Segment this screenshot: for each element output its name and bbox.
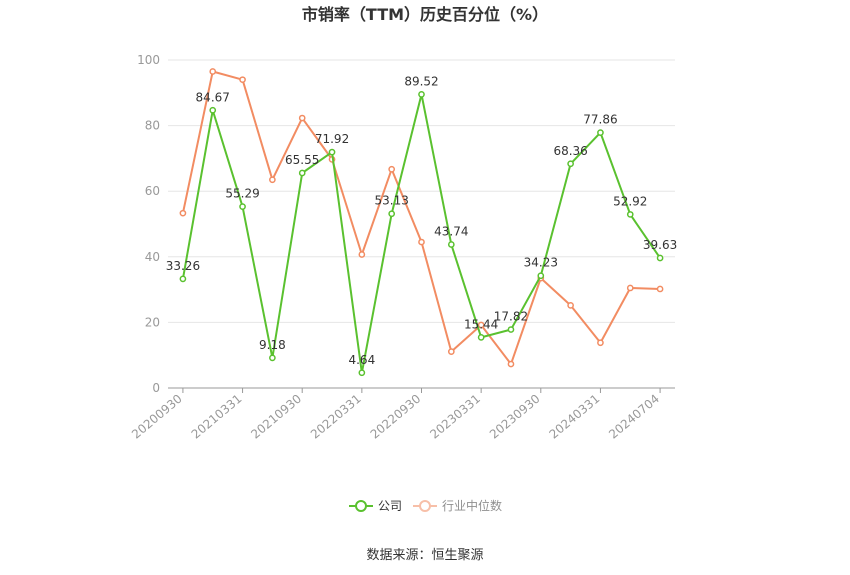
x-tick-label: 20240704	[606, 392, 662, 442]
company-point	[597, 129, 604, 136]
company-point	[447, 241, 455, 248]
y-tick-label: 80	[145, 119, 160, 133]
industry-median-point	[179, 209, 187, 217]
data-label: 89.52	[404, 74, 438, 88]
data-label: 34.23	[524, 256, 558, 270]
industry-median-point	[269, 176, 276, 184]
y-tick-label: 0	[152, 381, 160, 395]
x-tick-label: 20220331	[308, 392, 364, 442]
data-label: 68.36	[553, 144, 587, 158]
legend-marker	[355, 500, 367, 512]
x-tick-label: 20230930	[487, 392, 543, 442]
company-point	[626, 211, 634, 218]
x-tick-label: 20230331	[427, 392, 483, 442]
x-tick-label: 20200930	[129, 392, 185, 442]
industry-median-point	[358, 251, 366, 258]
industry-median-point	[239, 76, 246, 84]
x-tick-label: 20240331	[547, 392, 603, 442]
company-point	[477, 334, 485, 341]
data-label: 39.63	[643, 238, 677, 252]
x-axis: 20200930 20210331 20210930 20220331 20220930…	[129, 387, 675, 442]
data-label: 15.44	[464, 317, 498, 331]
x-tick-label: 20220930	[368, 392, 424, 442]
company-point	[537, 272, 545, 280]
y-tick-label: 60	[145, 184, 160, 198]
company-point	[209, 106, 217, 114]
data-labels: 33.26 84.67 55.29 9.18 65.55 71.92 4.64 53.13 89…	[166, 74, 678, 366]
data-label: 53.13	[374, 194, 408, 208]
data-label: 33.26	[166, 259, 200, 273]
company-point	[388, 210, 396, 218]
chart-title: 市销率（TTM）历史百分位（%）	[302, 5, 548, 24]
legend-item-industry-median[interactable]: 行业中位数	[413, 498, 502, 513]
legend[interactable]: 公司 行业中位数	[349, 498, 502, 513]
data-label: 17.82	[494, 310, 528, 324]
y-tick-label: 20	[145, 315, 160, 329]
industry-median-point	[597, 339, 604, 347]
company-point	[507, 326, 515, 333]
series-layer	[179, 68, 664, 377]
company-point	[358, 369, 366, 377]
legend-label: 行业中位数	[442, 498, 502, 513]
x-tick-label: 20210930	[248, 392, 304, 442]
y-tick-label: 40	[145, 250, 160, 264]
company-point	[418, 91, 425, 98]
company-point	[328, 148, 336, 156]
company-point	[567, 160, 574, 168]
data-label: 77.86	[583, 113, 617, 127]
company-point	[269, 354, 276, 362]
company-point	[298, 169, 306, 177]
data-label: 4.64	[348, 353, 375, 367]
industry-median-point	[447, 348, 455, 355]
industry-median-point	[298, 114, 306, 122]
industry-median-point	[418, 238, 425, 246]
industry-median-point	[656, 285, 664, 293]
company-point	[656, 254, 664, 262]
data-label: 43.74	[434, 225, 468, 239]
data-label: 65.55	[285, 153, 319, 167]
y-tick-label: 100	[137, 53, 160, 67]
industry-median-point	[507, 360, 515, 368]
industry-median-point	[626, 284, 634, 292]
industry-median-point	[388, 165, 396, 173]
legend-marker	[419, 500, 431, 512]
source-note: 数据来源：恒生聚源	[366, 548, 483, 563]
data-label: 52.92	[613, 194, 647, 208]
industry-median-point	[209, 68, 217, 75]
industry-median-point	[567, 301, 574, 309]
company-point	[179, 275, 187, 283]
data-label: 55.29	[225, 187, 259, 201]
data-label: 71.92	[315, 132, 349, 146]
industry-median-point	[477, 321, 485, 329]
data-label: 9.18	[259, 338, 286, 352]
x-tick-label: 20210331	[189, 392, 245, 442]
data-label: 84.67	[196, 90, 230, 104]
legend-item-company[interactable]: 公司	[349, 499, 402, 513]
company-point	[239, 203, 246, 210]
legend-label: 公司	[378, 499, 402, 513]
y-axis: 0 20 40 60 80 100	[137, 53, 160, 395]
company-series-line	[181, 93, 661, 374]
